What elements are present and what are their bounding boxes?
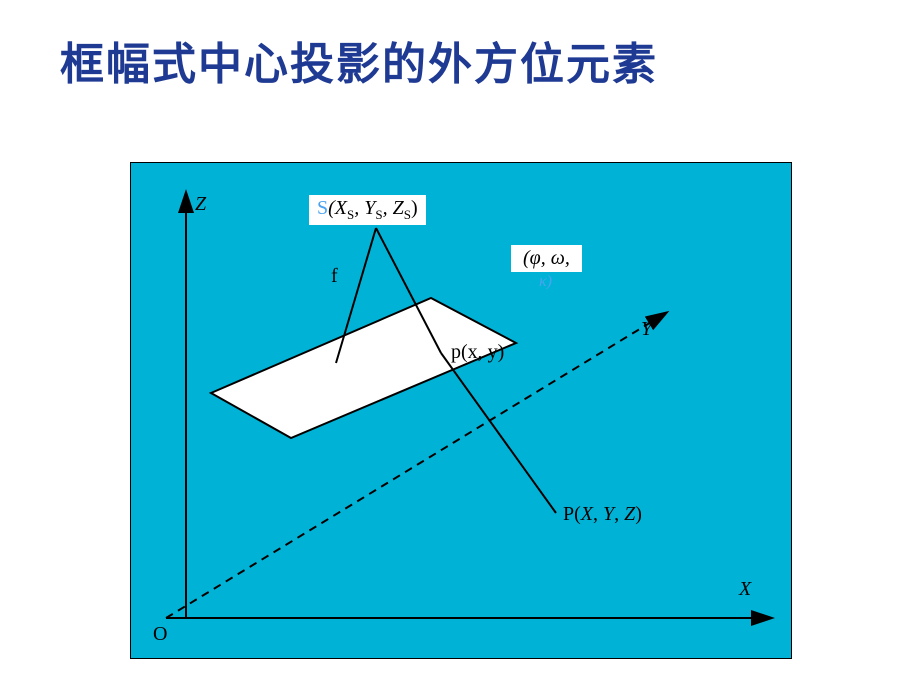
diagram-area: Z X Y O S(XS, YS, ZS) (φ, ω, κ) f p(x, y… xyxy=(130,162,792,659)
p-x: X xyxy=(581,503,593,525)
z-axis-label: Z xyxy=(195,193,206,216)
angles-box: (φ, ω, xyxy=(511,245,582,272)
p-z: Z xyxy=(624,503,635,525)
s-end: ) xyxy=(411,197,418,219)
s-coords: (X xyxy=(328,197,347,219)
diagram-svg xyxy=(131,163,791,658)
s-mid2: , Z xyxy=(383,197,404,219)
s-mid1: , Y xyxy=(354,197,375,219)
angles-line1: (φ, ω, xyxy=(523,247,570,269)
p-small-label: p(x, y) xyxy=(451,341,504,364)
origin-label: O xyxy=(153,623,167,646)
image-plane xyxy=(211,298,516,438)
p-large-label: P(X, Y, Z) xyxy=(563,503,642,526)
s-point-box: S(XS, YS, ZS) xyxy=(309,195,426,225)
y-axis-label: Y xyxy=(641,318,652,341)
s-sub3: S xyxy=(404,207,411,222)
s-sub2: S xyxy=(375,207,382,222)
f-label: f xyxy=(331,265,338,288)
x-axis-label: X xyxy=(739,578,751,601)
page-title: 框幅式中心投影的外方位元素 xyxy=(60,28,658,92)
p-sep2: , xyxy=(614,503,624,525)
p-sep1: , xyxy=(593,503,603,525)
s-letter: S xyxy=(317,197,328,219)
angles-kappa: κ) xyxy=(539,273,552,291)
p-y: Y xyxy=(603,503,614,525)
line-p-to-ground xyxy=(441,353,556,513)
p-prefix: P( xyxy=(563,503,581,525)
p-suffix: ) xyxy=(635,503,642,525)
